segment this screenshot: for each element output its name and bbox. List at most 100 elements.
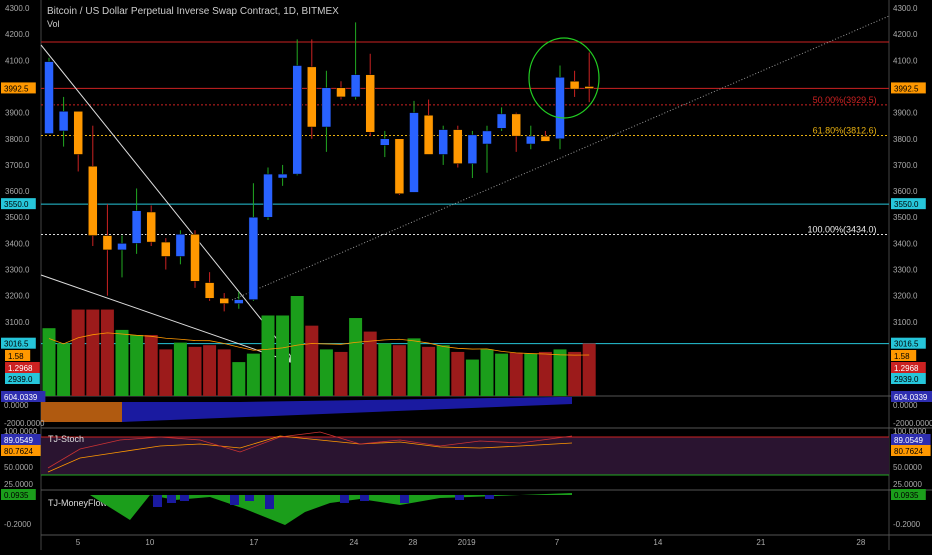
fib-level-label: 100.00%(3434.0) bbox=[808, 224, 877, 234]
momentum-badge-right: 604.0339 bbox=[894, 393, 928, 402]
stoch-scale-label-left: 100.0000 bbox=[4, 427, 38, 436]
moneyflow-bar bbox=[230, 495, 239, 505]
volume-badge-1: 1.58 bbox=[8, 352, 24, 361]
price-level-badge-right: 3992.5 bbox=[894, 84, 919, 93]
price-level-badge-left-bg bbox=[1, 337, 36, 349]
y-tick-label-left: 3600.0 bbox=[5, 187, 30, 196]
stoch-scale-label: 25.0000 bbox=[893, 480, 922, 489]
stoch-scale-label: 100.0000 bbox=[893, 427, 927, 436]
volume-bar bbox=[392, 345, 406, 396]
momentum-badge-left-bg bbox=[1, 391, 46, 402]
volume-bar bbox=[319, 349, 333, 396]
volume-bar bbox=[363, 331, 377, 396]
candle-body bbox=[161, 241, 171, 257]
y-tick-label: 3800.0 bbox=[893, 135, 918, 144]
candle-body bbox=[511, 113, 521, 137]
volume-bar bbox=[495, 353, 509, 396]
x-tick-label: 2019 bbox=[458, 538, 476, 547]
price-level-badge-left: 3992.5 bbox=[4, 84, 29, 93]
volume-badge-2-right: 1.2968 bbox=[894, 364, 919, 373]
price-level-badge-right-bg bbox=[891, 82, 926, 94]
volume-bar bbox=[422, 346, 436, 396]
volume-bar bbox=[246, 353, 260, 396]
y-tick-label-left: 3500.0 bbox=[5, 213, 30, 222]
stoch-badge-k: 89.0549 bbox=[894, 436, 923, 445]
momentum-area-pos bbox=[122, 397, 572, 422]
moneyflow-badge-right-bg bbox=[891, 489, 926, 500]
y-tick-label: 4200.0 bbox=[893, 30, 918, 39]
stoch-line-d bbox=[47, 435, 573, 473]
moneyflow-min-label: -0.2000 bbox=[893, 520, 921, 529]
volume-badge-3-right: 2939.0 bbox=[894, 375, 919, 384]
moneyflow-bar bbox=[180, 495, 189, 501]
stoch-scale-label: 50.0000 bbox=[893, 463, 922, 472]
momentum-zero-label: 0.0000 bbox=[893, 401, 918, 410]
stoch-scale-label-left: 50.0000 bbox=[4, 463, 33, 472]
volume-badge-1-right-bg bbox=[891, 350, 917, 361]
candle-body bbox=[263, 173, 273, 218]
x-tick-label: 5 bbox=[76, 538, 81, 547]
x-tick-label: 17 bbox=[249, 538, 258, 547]
momentum-badge-left: 604.0339 bbox=[4, 393, 38, 402]
volume-bar bbox=[188, 346, 202, 396]
volume-bar bbox=[407, 338, 421, 396]
candle-body bbox=[175, 233, 186, 257]
volume-badge-1-bg bbox=[5, 350, 31, 361]
volume-badge-3: 2939.0 bbox=[8, 375, 33, 384]
candle-body bbox=[540, 135, 551, 142]
candle-body bbox=[219, 298, 229, 304]
y-tick-label: 3100.0 bbox=[893, 318, 918, 327]
volume-bar bbox=[261, 315, 275, 396]
candle-body bbox=[409, 112, 419, 193]
moneyflow-area-pos bbox=[41, 493, 572, 525]
volume-bar bbox=[480, 349, 494, 396]
momentum-zero-label-left: 0.0000 bbox=[4, 401, 29, 410]
fib-level-label: 50.00%(3929.5) bbox=[813, 95, 877, 105]
y-tick-label: 3200.0 bbox=[893, 292, 918, 301]
moneyflow-badge-left-bg bbox=[1, 489, 36, 500]
candle-body bbox=[307, 66, 317, 128]
y-tick-label: 3900.0 bbox=[893, 109, 918, 118]
y-tick-label: 3600.0 bbox=[893, 187, 918, 196]
volume-bar bbox=[349, 318, 363, 396]
candle-body bbox=[321, 87, 332, 128]
volume-bar bbox=[436, 345, 450, 396]
x-tick-label: 28 bbox=[856, 538, 865, 547]
moneyflow-bar bbox=[485, 495, 494, 499]
volume-badge-2-right-bg bbox=[891, 362, 926, 373]
moneyflow-bar bbox=[400, 495, 409, 503]
volume-bar bbox=[144, 334, 158, 396]
candle-body bbox=[58, 111, 69, 132]
x-tick-label: 14 bbox=[653, 538, 662, 547]
y-tick-label-left: 4300.0 bbox=[5, 4, 30, 13]
volume-bar bbox=[217, 349, 231, 396]
moneyflow-bar bbox=[455, 495, 464, 500]
fib-level-label: 61.80%(3812.6) bbox=[813, 125, 877, 135]
momentum-min-label-left: -2000.0000 bbox=[4, 419, 45, 428]
volume-bar bbox=[538, 351, 552, 396]
price-level-badge-left-bg bbox=[1, 82, 36, 94]
stoch-badge-d: 80.7624 bbox=[894, 447, 923, 456]
volume-badge-2: 1.2968 bbox=[8, 364, 33, 373]
volume-bar bbox=[57, 343, 71, 396]
stoch-badge-k-bg bbox=[891, 434, 931, 445]
momentum-area-neg bbox=[41, 402, 122, 422]
trend-line-up bbox=[231, 15, 890, 301]
y-tick-label: 3300.0 bbox=[893, 266, 918, 275]
volume-bar bbox=[524, 353, 538, 396]
candle-body bbox=[350, 74, 361, 98]
volume-bar bbox=[553, 349, 567, 396]
candle-body bbox=[453, 129, 463, 164]
trend-line-down-2 bbox=[40, 274, 298, 365]
moneyflow-bar bbox=[360, 495, 369, 501]
x-tick-label: 7 bbox=[555, 538, 560, 547]
candle-body bbox=[467, 134, 478, 164]
y-tick-label-left: 4200.0 bbox=[5, 30, 30, 39]
y-tick-label-left: 3900.0 bbox=[5, 109, 30, 118]
volume-bar bbox=[86, 309, 100, 396]
stoch-title: TJ-Stoch bbox=[48, 434, 84, 444]
candle-body bbox=[438, 129, 448, 155]
moneyflow-bar bbox=[340, 495, 349, 503]
candle-body bbox=[365, 74, 375, 133]
